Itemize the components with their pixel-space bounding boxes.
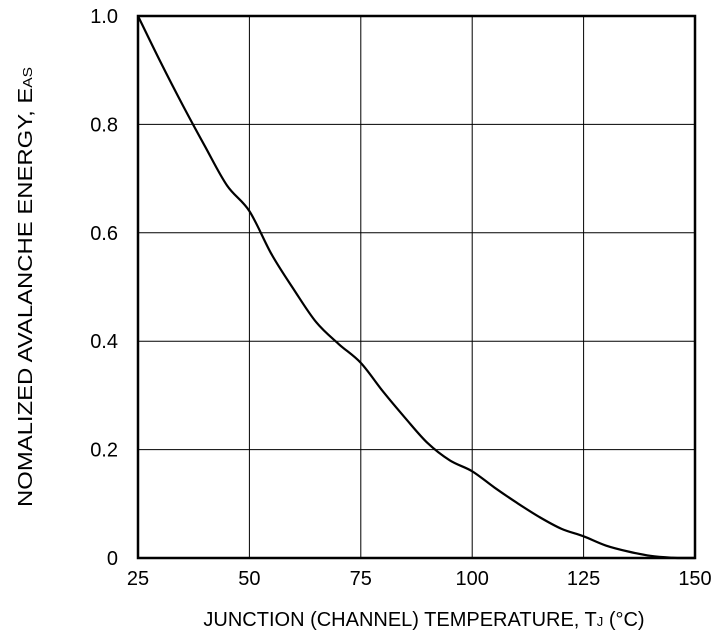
y-axis-label-main: NOMALIZED AVALANCHE ENERGY, E: [15, 88, 37, 507]
y-tick-label: 0.6: [90, 223, 118, 245]
grid-lines: [138, 16, 695, 558]
x-tick-label: 75: [350, 568, 372, 590]
x-tick-label: 125: [567, 568, 600, 590]
y-tick-labels: 0 0.2 0.4 0.6 0.8 1.0: [90, 6, 118, 570]
plot-frame: [136, 14, 697, 560]
x-tick-labels: 25 50 75 100 125 150: [127, 568, 712, 590]
series-line-0: [137, 15, 696, 560]
y-tick-label: 1.0: [90, 6, 118, 28]
y-axis-label-sub: AS: [20, 67, 35, 88]
x-axis-label-main: JUNCTION (CHANNEL) TEMPERATURE, T: [203, 609, 596, 631]
x-axis-label-unit: (°C): [603, 609, 644, 631]
x-tick-label: 100: [456, 568, 489, 590]
x-tick-label: 50: [238, 568, 260, 590]
x-axis-label: JUNCTION (CHANNEL) TEMPERATURE, TJ (°C): [203, 609, 644, 631]
x-axis-label-sub: J: [597, 614, 604, 629]
y-tick-label: 0.8: [90, 114, 118, 136]
y-tick-label: 0.2: [90, 440, 118, 462]
y-axis-label: NOMALIZED AVALANCHE ENERGY, EAS: [15, 67, 37, 507]
x-tick-label: 150: [678, 568, 711, 590]
y-tick-label: 0: [107, 548, 118, 570]
x-tick-label: 25: [127, 568, 149, 590]
y-tick-label: 0.4: [90, 331, 118, 353]
curve-layer: [137, 15, 696, 560]
